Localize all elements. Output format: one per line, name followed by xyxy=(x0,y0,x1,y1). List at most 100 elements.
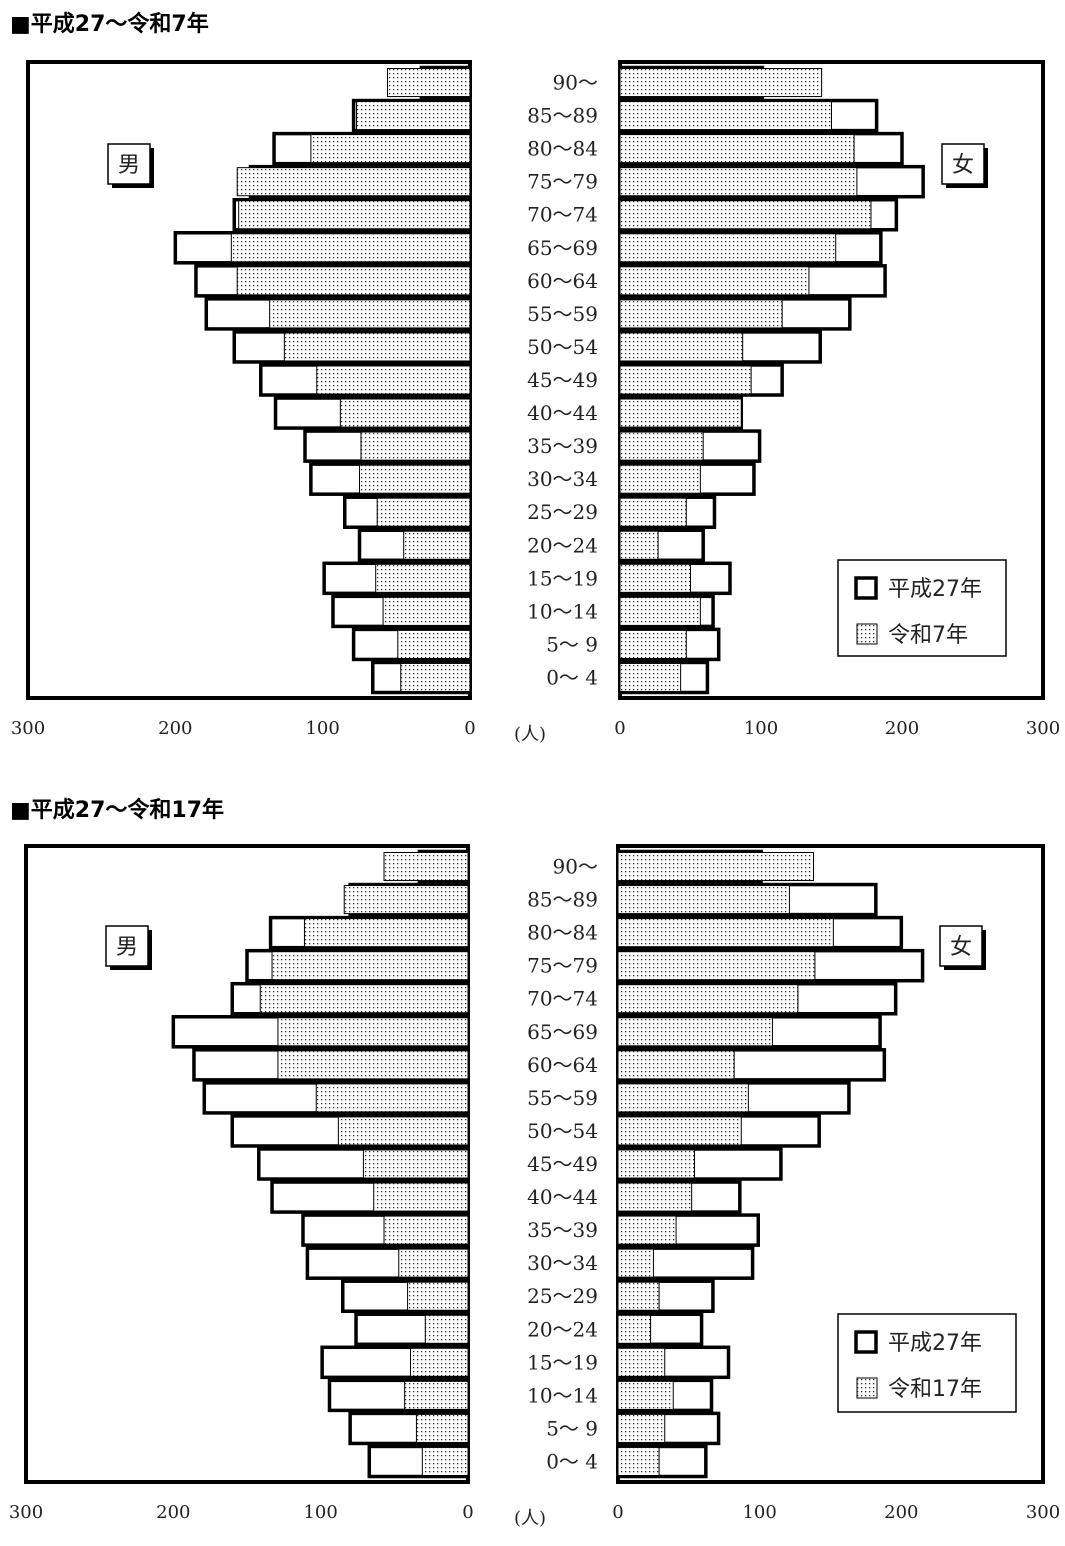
male-bar-projected xyxy=(362,1149,469,1179)
male-bar-projected xyxy=(382,596,471,626)
male-bar-projected xyxy=(403,530,471,560)
female-bar-projected xyxy=(619,332,744,362)
female-bar-projected xyxy=(617,1248,654,1278)
male-bar-projected xyxy=(337,1116,469,1146)
female-bar-projected xyxy=(617,918,834,948)
male-bar-projected xyxy=(383,1215,469,1245)
female-bar-projected xyxy=(617,951,816,981)
legend-swatch-projected xyxy=(856,623,878,645)
age-group-label: 25～29 xyxy=(527,1284,598,1308)
male-bar-projected xyxy=(373,1182,469,1212)
female-bar-projected xyxy=(619,530,659,560)
female-bar-projected xyxy=(619,200,872,230)
age-group-label: 50～54 xyxy=(527,1119,598,1143)
age-group-label: 75～79 xyxy=(527,954,598,978)
male-bar-projected xyxy=(424,1314,469,1344)
female-bar-projected xyxy=(619,299,783,329)
female-bar-projected xyxy=(617,1083,749,1113)
age-group-label: 70～74 xyxy=(527,203,598,227)
x-tick-label-male: 100 xyxy=(303,1502,337,1523)
male-bar-projected xyxy=(410,1347,469,1377)
female-bar-projected xyxy=(619,68,823,98)
age-group-label: 65～69 xyxy=(527,1020,598,1044)
male-bar-projected xyxy=(238,200,471,230)
male-bar-projected xyxy=(398,1248,469,1278)
age-group-label: 10～14 xyxy=(527,599,598,623)
female-bar-projected xyxy=(617,1149,695,1179)
female-bar-projected xyxy=(619,134,855,164)
female-bar-projected xyxy=(617,984,799,1014)
population-pyramid-chart: 90～ 85～89 80～84 75～79 70～74 65～69 60～64 55～59 50… xyxy=(9,844,1060,1529)
male-bar-projected xyxy=(383,852,469,882)
female-bar-projected xyxy=(617,1182,693,1212)
x-tick-label-male: 100 xyxy=(305,718,339,739)
female-bar-projected xyxy=(619,629,687,659)
age-group-label: 20～24 xyxy=(527,1317,598,1341)
female-bar-projected xyxy=(619,563,691,593)
unit-label: (人) xyxy=(514,724,546,745)
male-bar-projected xyxy=(386,68,471,98)
legend-label-base: 平成27年 xyxy=(888,577,982,602)
male-bar-projected xyxy=(404,1380,469,1410)
male-bar-projected xyxy=(277,1050,469,1080)
chart-title: ■平成27～令和17年 xyxy=(10,798,225,823)
male-label: 男 xyxy=(116,935,138,960)
female-bar-projected xyxy=(617,1380,674,1410)
male-bar-projected xyxy=(375,563,471,593)
female-bar-projected xyxy=(619,365,752,395)
female-bar-projected xyxy=(617,1413,666,1443)
age-group-label: 85～89 xyxy=(527,888,598,912)
male-bar-projected xyxy=(315,1083,469,1113)
age-group-label: 0～ 4 xyxy=(546,665,598,689)
male-bar-projected xyxy=(259,984,469,1014)
x-tick-label-female: 300 xyxy=(1026,718,1060,739)
chart-title: ■平成27～令和7年 xyxy=(10,12,209,37)
age-group-label: 90～ xyxy=(553,71,598,95)
age-group-label: 35～39 xyxy=(527,1218,598,1242)
age-group-label: 45～49 xyxy=(527,1152,598,1176)
age-group-label: 45～49 xyxy=(527,368,598,392)
x-tick-label-male: 0 xyxy=(464,718,475,739)
age-group-label: 15～19 xyxy=(527,566,598,590)
female-bar-projected xyxy=(619,233,837,263)
male-label: 男 xyxy=(118,153,140,178)
legend-swatch-base xyxy=(854,576,878,600)
unit-label: (人) xyxy=(514,1508,546,1529)
age-group-label: 30～34 xyxy=(527,467,598,491)
x-tick-label-male: 300 xyxy=(9,1502,43,1523)
female-bar-projected xyxy=(619,167,858,197)
x-tick-label-female: 300 xyxy=(1026,1502,1060,1523)
male-bar-projected xyxy=(415,1413,469,1443)
age-group-label: 55～59 xyxy=(527,1086,598,1110)
x-tick-label-male: 200 xyxy=(156,1502,190,1523)
x-tick-label-female: 200 xyxy=(885,718,919,739)
male-bar-projected xyxy=(397,629,471,659)
male-label-box xyxy=(107,143,151,185)
female-bar-projected xyxy=(617,852,814,882)
x-tick-label-female: 100 xyxy=(742,1502,776,1523)
x-tick-label-male: 300 xyxy=(11,718,45,739)
age-group-label: 85～89 xyxy=(527,104,598,128)
age-group-label: 60～64 xyxy=(527,269,598,293)
male-label-box xyxy=(105,925,149,967)
female-bar-projected xyxy=(617,1215,677,1245)
age-group-label: 80～84 xyxy=(527,137,598,161)
male-bar-projected xyxy=(376,497,471,527)
legend-label-base: 平成27年 xyxy=(888,1331,982,1356)
male-bar-projected xyxy=(400,662,471,693)
age-group-label: 55～59 xyxy=(527,302,598,326)
legend-swatch-base xyxy=(854,1330,878,1354)
legend-label-projected: 令和17年 xyxy=(888,1377,982,1402)
female-bar-projected xyxy=(617,1017,773,1047)
age-group-label: 10～14 xyxy=(527,1383,598,1407)
male-bar-projected xyxy=(359,464,471,494)
age-group-label: 15～19 xyxy=(527,1350,598,1374)
male-bar-projected xyxy=(236,167,471,197)
male-bar-projected xyxy=(339,398,471,428)
age-group-label: 5～ 9 xyxy=(546,632,598,656)
x-tick-label-male: 200 xyxy=(158,718,192,739)
age-group-label: 65～69 xyxy=(527,236,598,260)
legend-box xyxy=(837,559,1007,657)
female-label: 女 xyxy=(952,153,974,178)
age-group-label: 40～44 xyxy=(527,401,598,425)
